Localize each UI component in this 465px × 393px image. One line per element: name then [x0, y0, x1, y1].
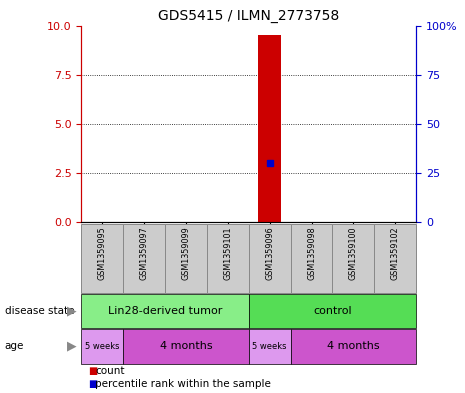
- Text: GSM1359098: GSM1359098: [307, 226, 316, 280]
- Text: ▶: ▶: [67, 340, 77, 353]
- Bar: [258, 35, 281, 222]
- Text: 5 weeks: 5 weeks: [85, 342, 120, 351]
- Bar: [81, 329, 123, 364]
- Text: 5 weeks: 5 weeks: [252, 342, 287, 351]
- Text: GSM1359101: GSM1359101: [223, 226, 232, 279]
- Bar: [165, 224, 207, 293]
- Bar: [207, 224, 249, 293]
- Text: ▶: ▶: [67, 304, 77, 318]
- Bar: [332, 224, 374, 293]
- Text: percentile rank within the sample: percentile rank within the sample: [95, 379, 271, 389]
- Text: 4 months: 4 months: [159, 341, 213, 351]
- Bar: [249, 329, 291, 364]
- Text: Lin28-derived tumor: Lin28-derived tumor: [108, 306, 222, 316]
- Bar: [291, 329, 416, 364]
- Text: disease state: disease state: [5, 306, 74, 316]
- Text: control: control: [313, 306, 352, 316]
- Bar: [81, 224, 123, 293]
- Bar: [374, 224, 416, 293]
- Bar: [123, 224, 165, 293]
- Bar: [249, 224, 291, 293]
- Text: GSM1359097: GSM1359097: [140, 226, 149, 280]
- Bar: [249, 294, 416, 328]
- Title: GDS5415 / ILMN_2773758: GDS5415 / ILMN_2773758: [158, 9, 339, 23]
- Bar: [123, 329, 249, 364]
- Bar: [81, 294, 249, 328]
- Text: GSM1359095: GSM1359095: [98, 226, 107, 280]
- Text: count: count: [95, 366, 125, 376]
- Text: GSM1359100: GSM1359100: [349, 226, 358, 279]
- Text: GSM1359102: GSM1359102: [391, 226, 400, 280]
- Text: ■: ■: [88, 366, 98, 376]
- Text: GSM1359099: GSM1359099: [181, 226, 191, 280]
- Text: ■: ■: [88, 379, 98, 389]
- Text: GSM1359096: GSM1359096: [265, 226, 274, 280]
- Text: 4 months: 4 months: [327, 341, 380, 351]
- Text: age: age: [5, 341, 24, 351]
- Bar: [291, 224, 332, 293]
